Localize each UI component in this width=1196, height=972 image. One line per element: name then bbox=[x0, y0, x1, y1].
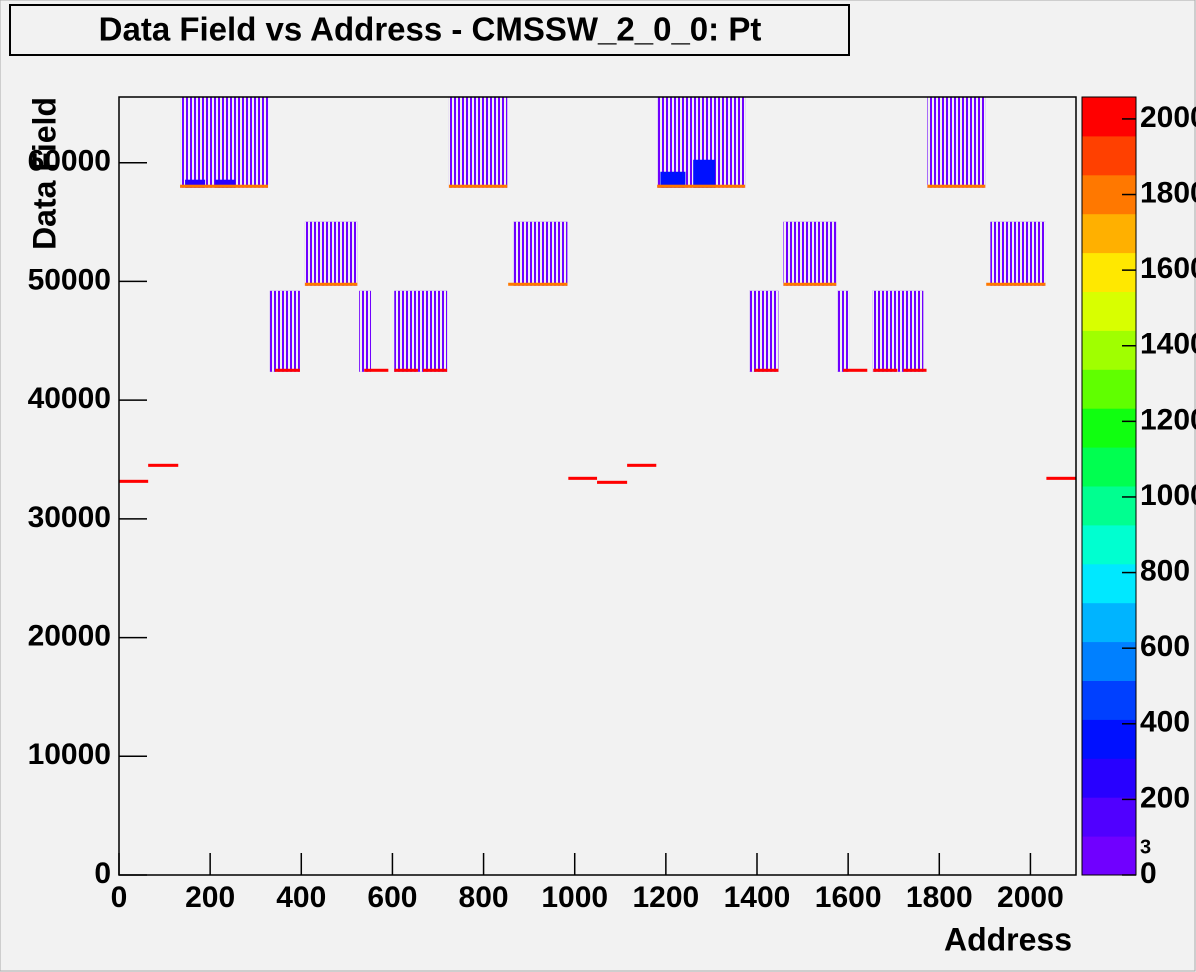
palette-band bbox=[1082, 408, 1136, 448]
x-tick-label: 1600 bbox=[815, 881, 882, 914]
cell bbox=[1046, 476, 1076, 480]
palette-band bbox=[1082, 97, 1136, 137]
hatch bbox=[927, 97, 986, 188]
palette-band bbox=[1082, 602, 1136, 643]
hatch bbox=[990, 221, 1046, 286]
x-tick-label: 400 bbox=[276, 881, 326, 914]
cell bbox=[394, 368, 418, 372]
x-tick-label: 0 bbox=[111, 881, 128, 914]
z-tick-label: 0 bbox=[1140, 857, 1157, 890]
x-tick-label: 800 bbox=[459, 881, 509, 914]
x-tick-label: 1400 bbox=[724, 881, 791, 914]
palette-band bbox=[1082, 135, 1136, 176]
palette-band bbox=[1082, 252, 1136, 292]
palette-band bbox=[1082, 330, 1136, 370]
palette-band bbox=[1082, 836, 1136, 876]
hatch bbox=[359, 290, 372, 372]
z-exponent: 3 bbox=[1140, 836, 1151, 858]
palette-frame bbox=[1081, 96, 1137, 876]
cell bbox=[903, 368, 927, 372]
hatch bbox=[180, 97, 269, 188]
cell bbox=[627, 463, 657, 467]
z-tick-label: 200 bbox=[1140, 781, 1190, 814]
x-tick-label: 200 bbox=[185, 881, 235, 914]
cell bbox=[783, 282, 837, 286]
cell bbox=[986, 282, 1046, 286]
y-axis-label: Data Field bbox=[26, 97, 62, 250]
palette-band bbox=[1082, 563, 1136, 604]
y-tick-label: 40000 bbox=[28, 382, 111, 415]
cell bbox=[119, 479, 149, 483]
chart-title: Data Field vs Address - CMSSW_2_0_0: Pt bbox=[99, 11, 762, 48]
x-tick-label: 2000 bbox=[997, 881, 1064, 914]
palette-band bbox=[1082, 213, 1136, 254]
palette-band bbox=[1082, 291, 1136, 331]
x-tick-label: 600 bbox=[367, 881, 417, 914]
y-tick-label: 10000 bbox=[28, 738, 111, 771]
cell bbox=[843, 368, 868, 372]
y-tick-label: 50000 bbox=[28, 263, 111, 296]
z-tick-label: 400 bbox=[1140, 706, 1190, 739]
cell bbox=[508, 282, 568, 286]
x-tick-label: 1200 bbox=[632, 881, 699, 914]
plot-area bbox=[119, 97, 1076, 484]
cell bbox=[657, 184, 746, 188]
cell bbox=[148, 463, 179, 467]
z-tick-label: 1400 bbox=[1140, 328, 1196, 361]
hatch bbox=[448, 97, 508, 188]
y-tick-label: 60000 bbox=[28, 145, 111, 178]
cell bbox=[568, 476, 598, 480]
y-tick-label: 20000 bbox=[28, 619, 111, 652]
hatch bbox=[513, 221, 568, 286]
palette-band bbox=[1082, 369, 1136, 409]
hatch bbox=[783, 221, 837, 286]
hatch bbox=[269, 290, 300, 372]
hatch bbox=[394, 290, 448, 372]
z-tick-label: 2000 bbox=[1140, 101, 1196, 134]
palette-band bbox=[1082, 447, 1136, 487]
x-axis-label: Address bbox=[944, 921, 1072, 957]
cell bbox=[274, 368, 300, 372]
cell bbox=[448, 184, 508, 188]
palette-band bbox=[1082, 486, 1136, 526]
palette-band bbox=[1082, 719, 1136, 759]
hatch bbox=[872, 290, 924, 372]
cell bbox=[304, 282, 358, 286]
z-tick-label: 600 bbox=[1140, 630, 1190, 663]
z-tick-label: 1000 bbox=[1140, 479, 1196, 512]
hatch bbox=[837, 290, 850, 372]
z-tick-label: 1800 bbox=[1140, 176, 1196, 209]
cell bbox=[873, 368, 898, 372]
hatch bbox=[304, 221, 358, 286]
z-tick-label: 1200 bbox=[1140, 403, 1196, 436]
cell bbox=[215, 179, 236, 188]
cell bbox=[422, 368, 448, 372]
cell bbox=[597, 480, 628, 484]
x-tick-label: 1000 bbox=[541, 881, 608, 914]
cell bbox=[185, 179, 206, 188]
cell bbox=[693, 159, 716, 188]
x-tick-label: 1800 bbox=[906, 881, 973, 914]
cell bbox=[754, 368, 779, 372]
z-tick-label: 800 bbox=[1140, 554, 1190, 587]
y-tick-label: 0 bbox=[94, 857, 111, 890]
palette-band bbox=[1082, 524, 1136, 565]
palette-band bbox=[1082, 680, 1136, 720]
z-tick-label: 1600 bbox=[1140, 252, 1196, 285]
palette-band bbox=[1082, 797, 1136, 837]
cell bbox=[180, 184, 269, 188]
title-box bbox=[9, 4, 850, 56]
cell bbox=[927, 184, 986, 188]
frame bbox=[118, 96, 1077, 876]
y-tick-label: 30000 bbox=[28, 501, 111, 534]
hatch bbox=[749, 290, 779, 372]
palette-band bbox=[1082, 758, 1136, 798]
cell bbox=[660, 171, 686, 188]
cell bbox=[364, 368, 389, 372]
